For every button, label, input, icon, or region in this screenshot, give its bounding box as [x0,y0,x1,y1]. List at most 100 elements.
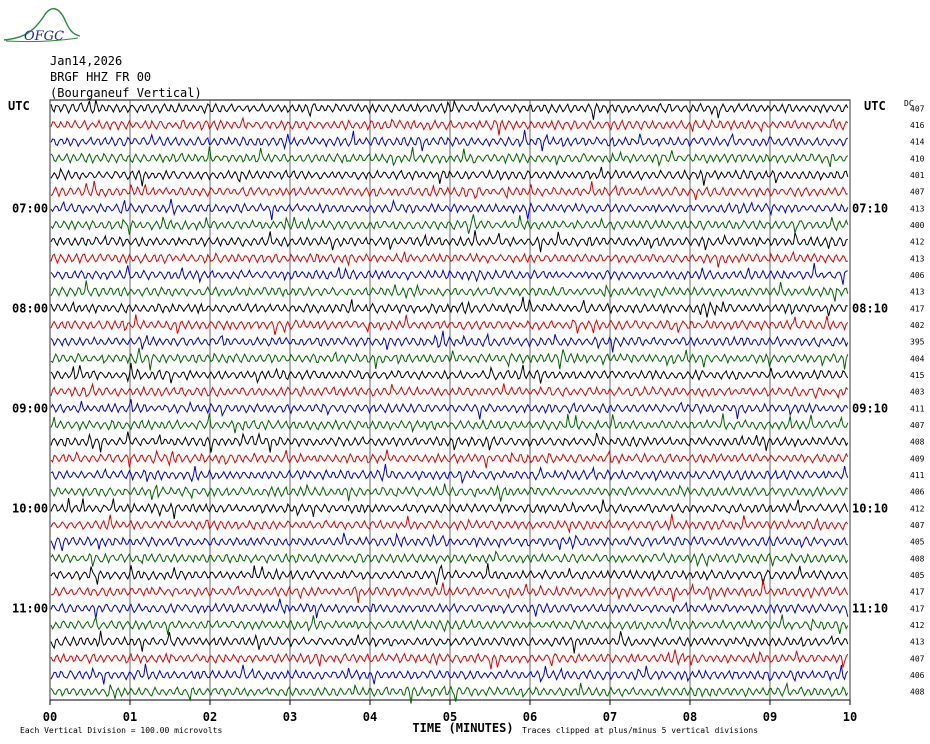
right-time-label: 09:10 [852,401,888,415]
seismic-trace [50,630,849,654]
logo-text: OFGC [24,29,64,44]
row-value-label: 413 [910,204,925,213]
seismic-trace [50,146,849,168]
row-value-label: 412 [910,621,925,630]
row-value-label: 412 [910,504,925,513]
seismic-trace [50,399,849,420]
x-tick-label: 10 [843,710,857,724]
seismic-trace [50,463,849,485]
row-value-label: 410 [910,154,925,163]
row-value-label: 407 [910,104,925,113]
seismic-trace [50,250,848,268]
row-value-label: 395 [910,338,925,347]
right-axis-title: UTC [864,99,886,113]
left-time-label: 09:00 [12,401,48,415]
seismic-trace [50,649,849,670]
x-tick-label: 01 [123,710,137,724]
left-time-label: 08:00 [12,301,48,315]
plot-date: Jan14,2026 [50,54,123,68]
seismic-trace [50,498,849,520]
seismic-trace [50,214,849,235]
x-tick-label: 07 [603,710,617,724]
seismic-trace [50,532,849,552]
row-value-label: 416 [910,121,925,130]
x-tick-label: 00 [43,710,57,724]
seismic-trace [50,598,849,620]
x-tick-label: 08 [683,710,697,724]
seismic-trace [50,262,848,285]
seismic-trace [50,681,849,704]
x-tick-label: 09 [763,710,777,724]
seismic-trace [50,382,849,400]
chart-labels: 00 01 02 03 04 05 06 07 08 09 10 407 416 414 410 401 407… [8,99,925,735]
row-value-label: 408 [910,438,925,447]
seismic-trace [50,280,849,302]
row-value-label: 403 [910,388,925,397]
row-value-label: 406 [910,671,925,680]
row-value-label: 406 [910,271,925,280]
left-time-label: 10:00 [12,501,48,515]
row-value-label: 415 [910,371,925,380]
seismic-trace [50,180,848,201]
seismic-trace [50,99,849,120]
row-value-label: 408 [910,688,925,697]
chart-grid [49,99,851,705]
row-value-label: 407 [910,654,925,663]
row-value-label: 407 [910,421,925,430]
logo-swoosh-icon [5,37,79,43]
seismic-trace [50,614,849,635]
seismic-trace [50,198,849,221]
row-value-label: 402 [910,321,925,330]
row-value-label: 412 [910,238,925,247]
left-time-label: 11:00 [12,601,48,615]
row-value-label: 413 [910,254,925,263]
row-value-label: 404 [910,354,925,363]
left-time-label: 07:00 [12,201,48,215]
seismic-trace [50,663,849,685]
seismic-trace [50,314,849,336]
right-time-label: 07:10 [852,201,888,215]
seismic-trace [50,483,849,502]
footer-clip-note: Traces clipped at plus/minus 5 vertical … [522,726,758,735]
seismic-trace [50,347,849,371]
rms-column-header: DC [904,99,914,108]
station-location: (Bourganeuf Vertical) [50,86,202,100]
row-value-label: 408 [910,554,925,563]
seismic-trace [50,413,849,434]
seismic-trace [50,116,849,136]
right-time-label: 11:10 [852,601,888,615]
x-tick-label: 04 [363,710,377,724]
right-time-label: 08:10 [852,301,888,315]
x-tick-label: 06 [523,710,537,724]
row-value-label: 405 [910,538,925,547]
right-time-label: 10:10 [852,501,888,515]
row-value-label: 413 [910,638,925,647]
seismic-trace [50,129,849,152]
seismic-trace [50,330,849,353]
seismic-trace [50,563,849,585]
seismic-trace [50,579,849,604]
row-value-label: 407 [910,521,925,530]
row-value-label: 411 [910,404,925,413]
seismic-trace [50,362,849,385]
row-value-label: 407 [910,188,925,197]
seismic-trace [50,431,849,453]
row-value-label: 417 [910,604,925,613]
seismic-trace [50,513,849,534]
station-code: BRGF HHZ FR 00 [50,70,152,84]
row-value-label: 417 [910,304,925,313]
row-value-label: 406 [910,488,925,497]
seismic-trace [50,296,848,318]
footer-scale-note: Each Vertical Division = 100.00 microvol… [20,726,222,735]
row-value-label: 411 [910,471,925,480]
ofgc-logo: OFGC [3,8,81,44]
row-value-label: 413 [910,288,925,297]
logo-mountain-icon [3,8,81,41]
row-value-label: 405 [910,571,925,580]
seismic-trace [50,166,849,187]
seismic-trace [50,550,849,568]
seismic-trace [50,230,849,253]
x-tick-label: 02 [203,710,217,724]
x-tick-label: 05 [443,710,457,724]
